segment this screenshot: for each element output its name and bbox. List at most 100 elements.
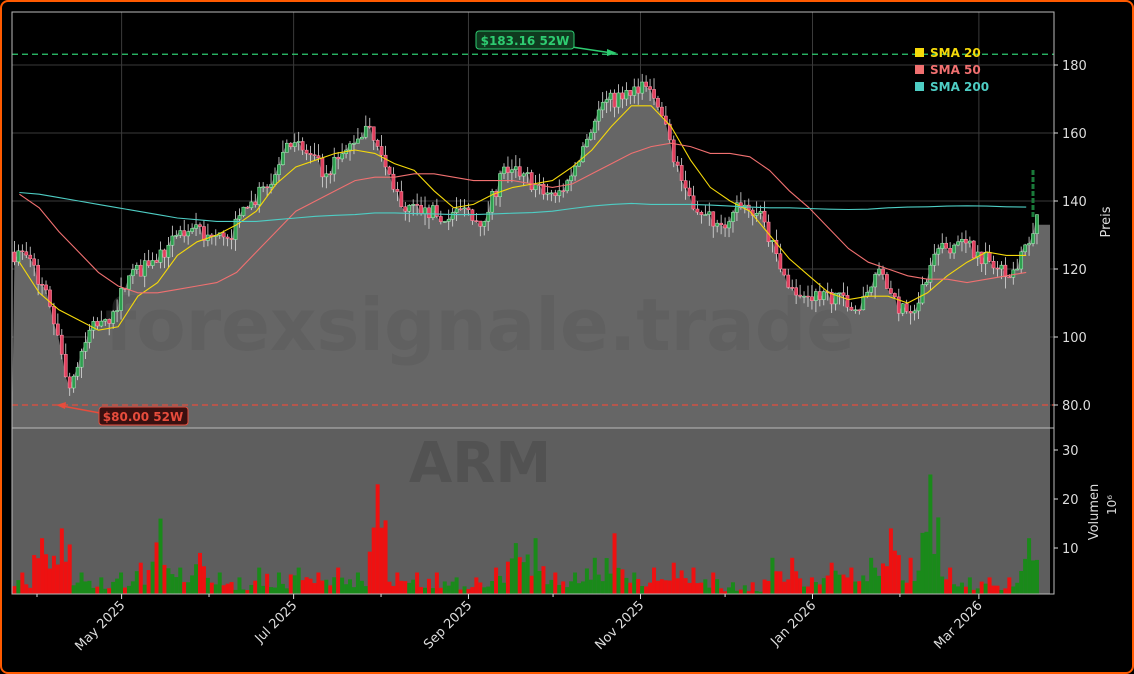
candle-body xyxy=(174,235,179,237)
volume-bar xyxy=(774,571,779,594)
price-area-fill xyxy=(12,82,1050,428)
volume-bar xyxy=(679,570,684,594)
candle-body xyxy=(182,230,187,237)
volume-bar xyxy=(754,591,759,594)
volume-bar xyxy=(730,582,735,594)
candle-body xyxy=(660,106,664,117)
candle-body xyxy=(758,210,763,214)
sma-lines xyxy=(18,105,1027,331)
candle-body xyxy=(431,205,435,218)
candle-body xyxy=(679,165,684,181)
candle-body xyxy=(541,183,546,195)
volume-tick-label: 20 xyxy=(1062,493,1079,508)
volume-bar xyxy=(723,591,728,594)
candle-body xyxy=(442,221,447,223)
candle-body xyxy=(32,258,37,266)
volume-bar xyxy=(450,581,455,594)
volume-bar xyxy=(47,568,52,594)
volume-bar xyxy=(154,542,159,594)
volume-tick-label: 30 xyxy=(1062,444,1079,459)
volume-bar xyxy=(659,579,664,594)
candle-body xyxy=(352,142,356,145)
legend: SMA 20 SMA 50 SMA 200 xyxy=(915,46,989,94)
legend-swatch-sma20 xyxy=(915,48,924,57)
volume-bar xyxy=(190,575,195,594)
volume-bar xyxy=(119,572,124,594)
candle-body xyxy=(269,184,273,188)
volume-bar xyxy=(166,568,171,594)
candle-body xyxy=(553,192,558,196)
volume-bar xyxy=(746,591,751,594)
candle-body xyxy=(892,293,897,298)
candle-body xyxy=(194,224,198,229)
volume-bar xyxy=(667,580,672,594)
candle-body xyxy=(202,226,206,241)
legend-sma20: SMA 20 xyxy=(930,46,981,60)
volume-bar xyxy=(936,517,941,594)
volume-bar xyxy=(411,579,416,594)
volume-bar xyxy=(825,575,830,594)
volume-bar xyxy=(565,587,570,594)
volume-bar xyxy=(288,574,293,594)
candle-body xyxy=(588,132,593,140)
candle-body xyxy=(952,244,956,254)
volume-bar xyxy=(940,576,945,594)
candle-body xyxy=(956,241,960,246)
volume-bar xyxy=(134,571,139,594)
candle-body xyxy=(134,264,139,270)
volume-bar xyxy=(683,578,688,594)
volume-bar xyxy=(257,567,262,594)
candle-body xyxy=(198,224,202,227)
candle-body xyxy=(419,205,423,214)
volume-bar xyxy=(426,578,431,594)
candle-body xyxy=(316,155,321,159)
candle-body xyxy=(853,309,858,311)
volume-bar xyxy=(186,582,191,594)
candle-body xyxy=(711,211,716,227)
volume-bar xyxy=(423,587,428,594)
candle-body xyxy=(332,156,337,175)
candle-body xyxy=(107,319,112,324)
annotations: $183.16 52W $80.00 52W xyxy=(12,30,1054,426)
candle-body xyxy=(723,224,727,229)
volume-bar xyxy=(557,584,562,594)
volume-bar xyxy=(888,528,893,594)
volume-bar xyxy=(636,579,641,594)
volume-bar xyxy=(841,574,846,594)
volume-bar xyxy=(877,575,882,594)
volume-bar xyxy=(624,577,629,594)
candle-body xyxy=(324,173,329,178)
candle-body xyxy=(233,218,238,240)
volume-bar xyxy=(249,584,254,594)
candle-body xyxy=(557,190,562,196)
candle-body xyxy=(36,264,40,285)
volume-bar xyxy=(861,575,866,594)
volume-bar xyxy=(608,573,613,594)
volume-bar xyxy=(391,585,396,594)
time-tick-label: Nov 2025 xyxy=(592,598,647,653)
candle-body xyxy=(991,261,996,269)
candle-body xyxy=(806,295,810,298)
volume-bar xyxy=(292,575,297,594)
volume-bar xyxy=(498,575,503,594)
candle-body xyxy=(652,89,656,99)
candle-body xyxy=(40,284,44,286)
volume-bar xyxy=(142,584,147,594)
volume-bar xyxy=(273,587,278,594)
volume-bar xyxy=(983,583,988,594)
volume-bar xyxy=(375,484,380,594)
volume-bar xyxy=(253,580,258,594)
candle-body xyxy=(573,165,577,177)
volume-bar xyxy=(126,585,131,594)
volume-bar xyxy=(482,587,487,594)
volume-bar xyxy=(750,582,755,594)
candle-body xyxy=(221,232,226,238)
volume-bar xyxy=(221,585,226,594)
candle-body xyxy=(245,206,250,209)
candle-body xyxy=(348,143,352,151)
volume-bar xyxy=(884,566,889,594)
volume-bar xyxy=(1007,577,1012,594)
volume-bar xyxy=(991,585,996,594)
candle-body xyxy=(521,173,526,177)
volume-bar xyxy=(284,588,289,594)
